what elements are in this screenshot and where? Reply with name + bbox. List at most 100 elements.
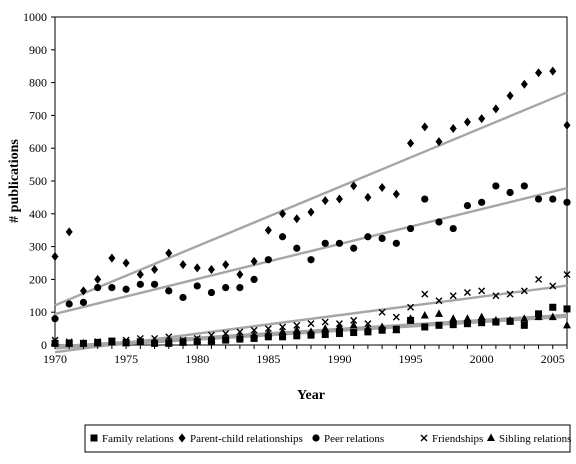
data-point [236, 328, 244, 336]
data-point [506, 188, 514, 197]
x-tick-label: 1990 [327, 352, 351, 366]
data-point [293, 214, 301, 224]
data-point [79, 286, 87, 296]
data-point [435, 137, 443, 147]
data-point [165, 333, 173, 341]
legend-marker [312, 434, 320, 442]
data-point [421, 195, 429, 203]
data-point [221, 333, 230, 342]
data-point [534, 195, 543, 203]
data-point [520, 79, 528, 89]
x-tick-label: 2000 [470, 352, 494, 366]
data-point [335, 239, 344, 247]
legend: Family relations Parent-child relationshi… [84, 424, 571, 453]
data-point [463, 314, 472, 322]
data-point [520, 182, 528, 190]
data-point [491, 315, 500, 324]
data-point [335, 194, 343, 204]
data-point [506, 290, 514, 298]
data-point [478, 114, 486, 124]
data-point [549, 195, 557, 203]
data-point [235, 332, 244, 340]
data-point [65, 227, 73, 237]
data-point [321, 196, 329, 206]
data-point [492, 104, 500, 114]
x-tick-label: 1980 [185, 352, 209, 366]
y-tick-label: 1000 [23, 10, 47, 24]
data-point [421, 290, 429, 298]
data-point [250, 256, 258, 266]
data-point [207, 331, 215, 339]
data-point [449, 321, 457, 329]
data-point [122, 338, 131, 347]
data-point [378, 322, 387, 330]
data-point [407, 138, 415, 148]
x-tick-label: 1970 [43, 352, 67, 366]
data-point [435, 309, 443, 317]
data-point [449, 314, 458, 322]
data-point [250, 275, 258, 283]
y-tick-label: 100 [29, 305, 47, 319]
x-tick-label: 2005 [541, 352, 565, 366]
data-point [321, 331, 329, 339]
data-point [250, 330, 259, 339]
data-point [122, 285, 130, 293]
data-point [51, 251, 59, 261]
data-point [307, 256, 315, 264]
y-tick-labels: 0 100 200 300 400 500 600 700 800 900 1000 [23, 10, 47, 352]
data-point [406, 314, 415, 322]
data-point [79, 298, 88, 306]
data-point [264, 325, 272, 333]
data-markers [51, 66, 571, 347]
data-point [65, 300, 73, 308]
data-point [193, 335, 202, 344]
data-point [179, 337, 187, 345]
legend-marker [487, 433, 495, 441]
data-point [534, 312, 543, 321]
data-point [108, 253, 116, 263]
data-point [150, 337, 159, 346]
legend-item-label: Family relations [102, 433, 174, 445]
x-axis-title: Year [297, 388, 325, 403]
data-point [193, 263, 201, 273]
data-point [478, 319, 486, 327]
y-tick-label: 700 [29, 108, 47, 122]
data-point [279, 333, 287, 341]
data-point [207, 335, 216, 344]
data-point [520, 314, 529, 322]
data-point [307, 331, 315, 339]
data-point [321, 318, 329, 326]
y-tick-label: 200 [29, 272, 47, 286]
data-point [236, 284, 244, 292]
data-point [520, 321, 528, 329]
data-point [392, 313, 400, 321]
y-tick-label: 400 [29, 207, 47, 221]
data-point [150, 280, 159, 288]
data-point [236, 269, 244, 279]
data-point [222, 284, 230, 292]
data-point [222, 260, 230, 270]
data-point [349, 320, 358, 329]
data-point [350, 329, 358, 337]
data-point [378, 326, 386, 334]
data-point [549, 303, 557, 311]
data-point [350, 181, 358, 191]
data-point [136, 269, 144, 279]
data-point [193, 282, 201, 290]
data-point [136, 280, 144, 288]
data-point [292, 325, 301, 334]
data-point [549, 282, 557, 290]
data-point [264, 333, 272, 341]
data-point [435, 297, 443, 305]
data-point [108, 284, 116, 292]
data-point [250, 334, 258, 342]
data-point [506, 315, 515, 324]
data-point [548, 312, 557, 321]
data-point [222, 330, 230, 338]
data-point [463, 117, 471, 127]
y-tick-label: 900 [29, 43, 47, 57]
data-point [151, 265, 159, 275]
legend-marker [178, 433, 186, 443]
data-point [364, 328, 372, 336]
data-point [51, 315, 59, 323]
